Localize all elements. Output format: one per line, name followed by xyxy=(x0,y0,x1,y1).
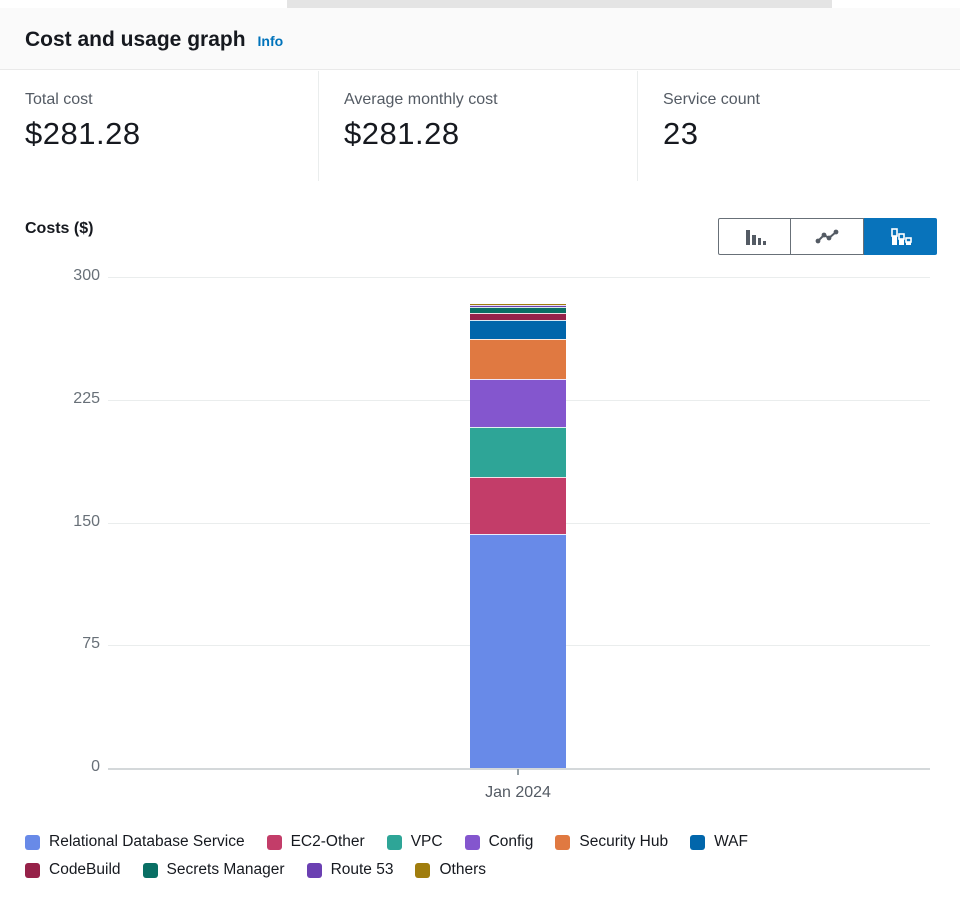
x-axis-line xyxy=(108,768,930,770)
legend-label: CodeBuild xyxy=(49,861,121,878)
chart-legend: Relational Database Service EC2-Other VPC C… xyxy=(25,833,825,879)
plot-area: 300 225 150 75 0 Jan 2024 xyxy=(0,267,960,815)
legend-label: Security Hub xyxy=(579,833,669,850)
stat-value: $281.28 xyxy=(25,116,141,151)
legend-swatch xyxy=(555,834,571,850)
bar-segment-security-hub[interactable] xyxy=(470,338,566,379)
stat-label: Average monthly cost xyxy=(344,91,498,108)
legend-label: Others xyxy=(439,861,486,878)
info-link[interactable]: Info xyxy=(257,33,284,49)
bar-chart-icon xyxy=(742,225,768,249)
legend-label: Secrets Manager xyxy=(166,861,285,878)
stacked-bar xyxy=(470,304,566,768)
chart-title: Costs ($) xyxy=(25,220,94,237)
y-axis-tick-label: 0 xyxy=(91,758,100,775)
legend-label: WAF xyxy=(714,833,748,850)
y-axis-tick-label: 300 xyxy=(73,267,100,284)
legend-swatch xyxy=(306,862,322,878)
page-header: Cost and usage graph Info xyxy=(0,8,960,70)
gridline xyxy=(108,277,930,278)
legend-swatch xyxy=(386,834,402,850)
legend-item-config[interactable]: Config xyxy=(464,833,534,851)
bar-segment-relational-database-service[interactable] xyxy=(470,533,566,768)
chart-type-toggle xyxy=(718,218,937,255)
y-axis-tick-label: 225 xyxy=(73,390,100,407)
legend-swatch xyxy=(690,834,706,850)
stat-total-cost: Total cost $281.28 xyxy=(0,71,318,181)
y-axis-tick-label: 150 xyxy=(73,513,100,530)
bar-segment-ec2-other[interactable] xyxy=(470,476,566,534)
bar-segment-secrets-manager[interactable] xyxy=(470,306,566,313)
line-chart-icon xyxy=(814,225,840,249)
summary-stats: Total cost $281.28 Average monthly cost … xyxy=(0,71,960,181)
legend-swatch xyxy=(142,862,158,878)
stacked-bar-chart-toggle-button[interactable] xyxy=(864,218,937,255)
legend-label: Route 53 xyxy=(330,861,394,878)
legend-item-relational-database-service[interactable]: Relational Database Service xyxy=(25,833,245,851)
bar-segment-waf[interactable] xyxy=(470,319,566,339)
legend-label: VPC xyxy=(410,833,443,850)
x-axis-tick xyxy=(517,769,519,775)
legend-swatch xyxy=(266,834,282,850)
page-title: Cost and usage graph xyxy=(25,28,246,51)
bar-chart-toggle-button[interactable] xyxy=(718,218,791,255)
stat-label: Total cost xyxy=(25,91,93,108)
legend-item-waf[interactable]: WAF xyxy=(690,833,748,851)
y-axis-tick-label: 75 xyxy=(82,635,100,652)
legend-label: Config xyxy=(488,833,534,850)
legend-item-vpc[interactable]: VPC xyxy=(386,833,443,851)
legend-label: EC2-Other xyxy=(290,833,365,850)
legend-item-security-hub[interactable]: Security Hub xyxy=(555,833,668,851)
legend-item-codebuild[interactable]: CodeBuild xyxy=(25,861,121,879)
legend-swatch xyxy=(415,862,431,878)
x-axis-category-label: Jan 2024 xyxy=(485,784,551,801)
stat-average-monthly-cost: Average monthly cost $281.28 xyxy=(318,71,637,181)
bar-segment-config[interactable] xyxy=(470,378,566,427)
partial-scrollbar-strip xyxy=(287,0,832,8)
bar-segment-route-53[interactable] xyxy=(470,304,566,307)
legend-swatch xyxy=(25,834,40,850)
legend-swatch xyxy=(25,862,40,878)
stat-service-count: Service count 23 xyxy=(637,71,960,181)
legend-swatch xyxy=(464,834,480,850)
legend-item-route-53[interactable]: Route 53 xyxy=(306,861,394,879)
bar-segment-codebuild[interactable] xyxy=(470,312,566,320)
legend-item-secrets-manager[interactable]: Secrets Manager xyxy=(142,861,285,879)
legend-item-ec2-other[interactable]: EC2-Other xyxy=(266,833,365,851)
bar-segment-vpc[interactable] xyxy=(470,426,566,477)
legend-item-others[interactable]: Others xyxy=(415,861,486,879)
stat-value: $281.28 xyxy=(344,116,460,151)
line-chart-toggle-button[interactable] xyxy=(791,218,864,255)
stat-label: Service count xyxy=(663,91,760,108)
legend-label: Relational Database Service xyxy=(49,833,245,850)
stat-value: 23 xyxy=(663,116,699,151)
stacked-bar-chart-icon xyxy=(887,225,913,249)
